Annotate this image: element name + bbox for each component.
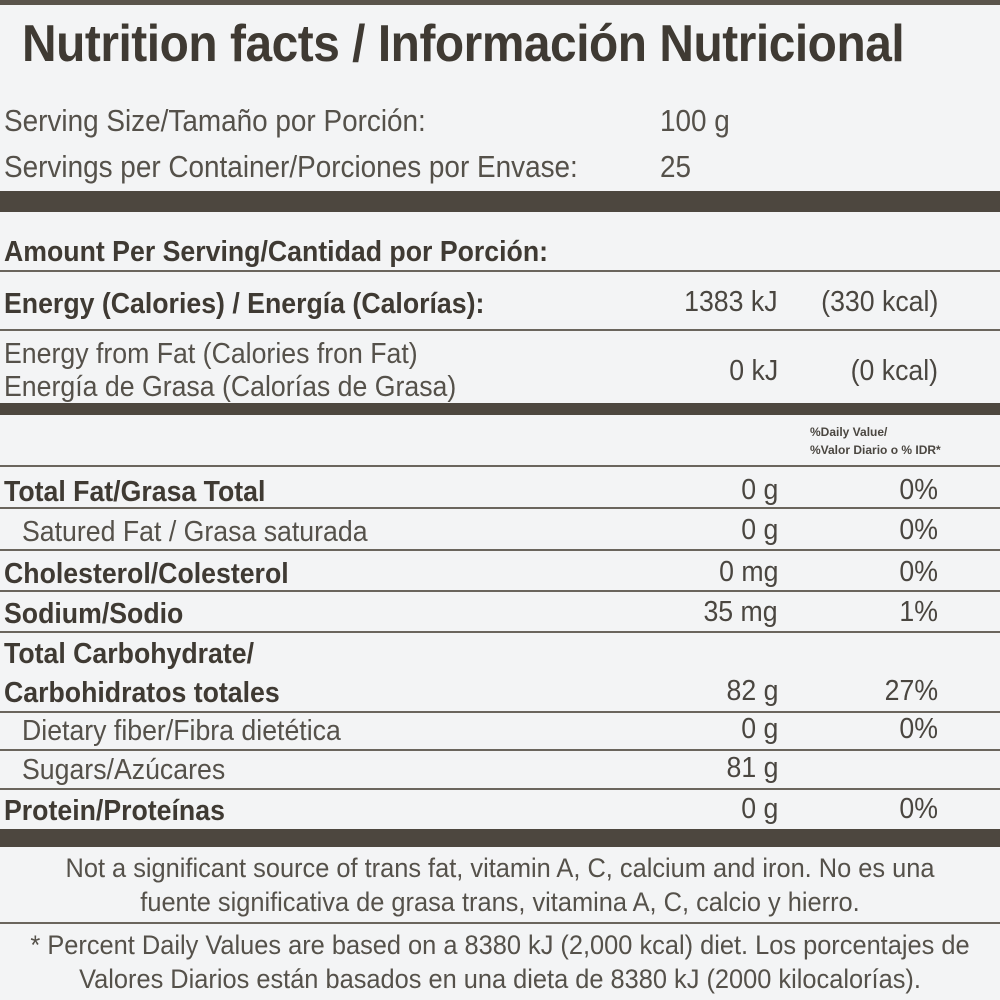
row-divider xyxy=(0,507,1000,509)
dietary-fiber-dv: 0% xyxy=(899,713,938,745)
thick-divider xyxy=(0,191,1000,212)
cholesterol-label: Cholesterol/Colesterol xyxy=(4,558,289,590)
carbohydrate-label-en: Total Carbohydrate/ xyxy=(4,638,255,670)
total-fat-label: Total Fat/Grasa Total xyxy=(4,476,266,508)
row-divider xyxy=(0,788,1000,790)
protein-dv: 0% xyxy=(899,793,938,825)
energy-fat-kj: 0 kJ xyxy=(729,355,778,387)
amount-per-serving-header: Amount Per Serving/Cantidad por Porción: xyxy=(4,236,549,268)
top-rule xyxy=(0,0,1000,5)
row-divider xyxy=(0,465,1000,467)
label-title: Nutrition facts / Información Nutriciona… xyxy=(22,15,905,73)
serving-size-label: Serving Size/Tamaño por Porción: xyxy=(4,103,426,138)
row-divider xyxy=(0,749,1000,751)
row-divider xyxy=(0,711,1000,713)
thick-divider xyxy=(0,403,1000,415)
sodium-dv: 1% xyxy=(899,596,938,628)
sugars-label: Sugars/Azúcares xyxy=(22,754,226,786)
dietary-fiber-label: Dietary fiber/Fibra dietética xyxy=(22,715,341,747)
energy-fat-label-es: Energía de Grasa (Calorías de Grasa) xyxy=(4,371,457,403)
row-divider xyxy=(0,922,1000,924)
daily-value-header-en: %Daily Value/ xyxy=(810,425,888,439)
servings-per-container-label: Servings per Container/Porciones por Env… xyxy=(4,149,578,184)
sodium-amount: 35 mg xyxy=(703,596,778,628)
dietary-fiber-amount: 0 g xyxy=(740,713,778,745)
cholesterol-amount: 0 mg xyxy=(718,556,778,588)
row-divider xyxy=(0,329,1000,331)
row-divider xyxy=(0,270,1000,272)
saturated-fat-dv: 0% xyxy=(899,514,938,546)
daily-value-header-es: %Valor Diario o % IDR* xyxy=(810,443,941,457)
sugars-amount: 81 g xyxy=(726,752,778,784)
energy-kcal: (330 kcal) xyxy=(820,286,938,318)
energy-kj: 1383 kJ xyxy=(684,286,778,318)
daily-values-footnote: * Percent Daily Values are based on a 83… xyxy=(30,930,970,994)
thick-divider xyxy=(0,829,1000,847)
total-fat-dv: 0% xyxy=(899,474,938,506)
cholesterol-dv: 0% xyxy=(899,556,938,588)
total-fat-amount: 0 g xyxy=(740,474,778,506)
saturated-fat-amount: 0 g xyxy=(740,514,778,546)
energy-fat-label-en: Energy from Fat (Calories fron Fat) xyxy=(4,338,418,370)
carbohydrate-dv: 27% xyxy=(884,675,938,707)
serving-size-value: 100 g xyxy=(660,103,730,138)
row-divider xyxy=(0,590,1000,592)
row-divider xyxy=(0,631,1000,633)
energy-label: Energy (Calories) / Energía (Calorías): xyxy=(4,288,485,320)
protein-label: Protein/Proteínas xyxy=(4,795,225,827)
saturated-fat-label: Satured Fat / Grasa saturada xyxy=(22,516,368,548)
protein-amount: 0 g xyxy=(740,793,778,825)
trans-fat-footnote: Not a significant source of trans fat, v… xyxy=(65,853,935,917)
sodium-label: Sodium/Sodio xyxy=(4,598,184,630)
servings-per-container-value: 25 xyxy=(660,149,692,184)
carbohydrate-label-es: Carbohidratos totales xyxy=(4,677,280,709)
row-divider xyxy=(0,549,1000,551)
carbohydrate-amount: 82 g xyxy=(726,675,778,707)
energy-fat-kcal: (0 kcal) xyxy=(850,355,938,387)
